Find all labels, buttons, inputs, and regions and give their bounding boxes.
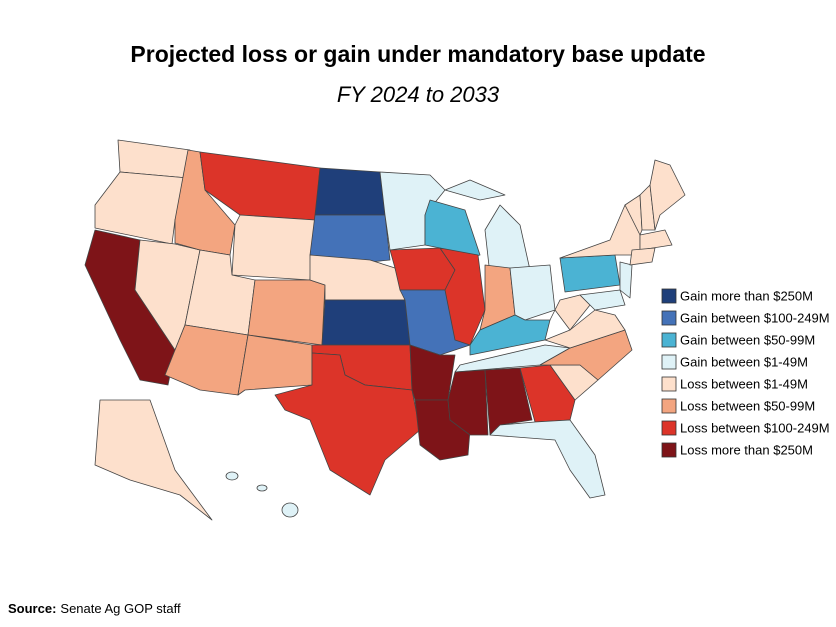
state — [237, 334, 313, 396]
legend-swatch — [661, 332, 677, 348]
legend: Gain more than $250M Gain between $100-24… — [661, 288, 830, 458]
subtitle: FY 2024 to 2033 — [337, 82, 500, 107]
legend-swatch — [661, 398, 677, 414]
legend-label: Gain between $100-249M — [680, 310, 830, 325]
state — [489, 419, 606, 499]
state — [619, 261, 633, 299]
legend-label: Loss between $50-99M — [680, 398, 815, 413]
state — [321, 299, 411, 346]
state — [281, 502, 299, 518]
source-text: Senate Ag GOP staff — [60, 601, 181, 616]
state — [579, 289, 626, 311]
source: Source: Senate Ag GOP staff — [8, 601, 181, 616]
title: Projected loss or gain under mandatory b… — [130, 41, 705, 67]
legend-label: Loss more than $250M — [680, 442, 813, 457]
state — [484, 367, 533, 436]
state — [484, 204, 531, 276]
state — [649, 159, 686, 231]
legend-label: Gain more than $250M — [680, 288, 813, 303]
state — [559, 254, 621, 293]
state — [639, 229, 673, 251]
state — [559, 204, 641, 259]
state — [231, 214, 316, 281]
state — [94, 399, 213, 521]
legend-label: Loss between $1-49M — [680, 376, 808, 391]
state — [309, 214, 391, 263]
state — [629, 247, 656, 266]
source-label: Source: — [8, 601, 56, 616]
state — [469, 314, 551, 356]
state — [274, 352, 421, 496]
legend-swatch — [661, 376, 677, 392]
state — [439, 247, 486, 346]
state — [444, 179, 506, 201]
legend-label: Gain between $1-49M — [680, 354, 808, 369]
state — [247, 279, 326, 346]
legend-swatch — [661, 310, 677, 326]
state — [519, 364, 576, 423]
legend-label: Gain between $50-99M — [680, 332, 815, 347]
state — [225, 471, 239, 481]
legend-swatch — [661, 420, 677, 436]
state — [117, 139, 191, 179]
state — [256, 484, 268, 492]
legend-swatch — [661, 442, 677, 458]
state — [509, 264, 556, 321]
legend-label: Loss between $100-249M — [680, 420, 830, 435]
legend-swatch — [661, 288, 677, 304]
legend-swatch — [661, 354, 677, 370]
state — [409, 344, 456, 401]
states — [84, 139, 686, 521]
state — [314, 167, 386, 216]
